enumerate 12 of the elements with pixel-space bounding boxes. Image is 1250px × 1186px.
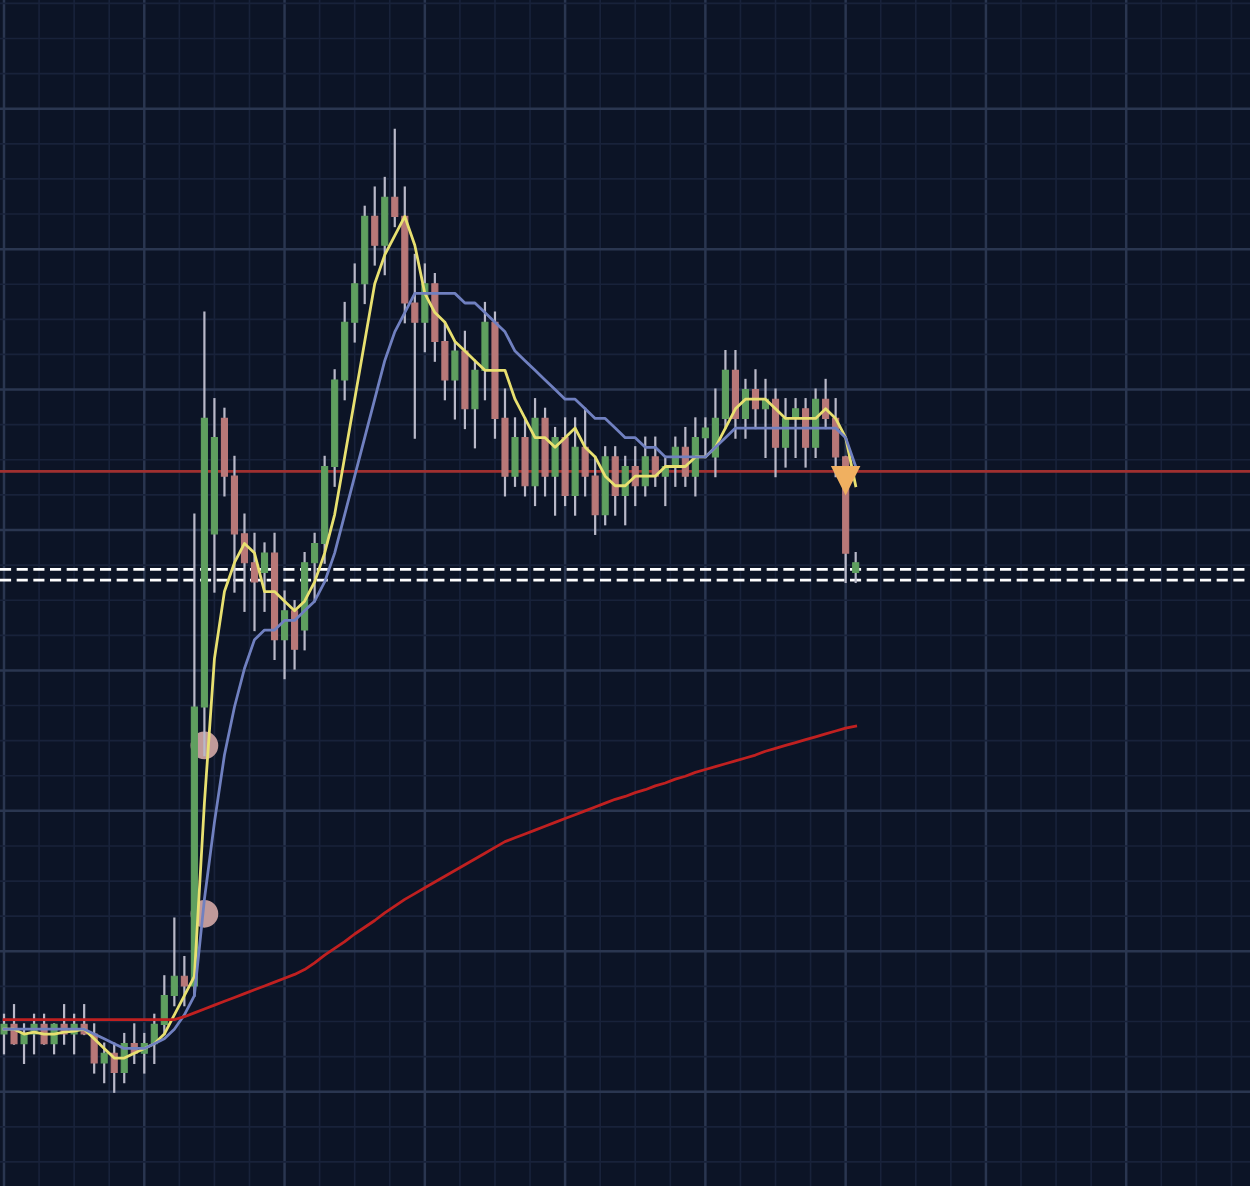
- candlestick: [371, 186, 379, 266]
- candlestick: [0, 1013, 8, 1055]
- candlestick: [451, 340, 459, 420]
- candlestick: [20, 1023, 28, 1064]
- candlestick: [180, 955, 188, 1007]
- candlestick: [611, 446, 619, 516]
- candlestick: [260, 542, 269, 612]
- candlestick: [100, 1042, 108, 1084]
- candlestick: [511, 417, 519, 487]
- candlestick: [551, 426, 559, 516]
- candlestick: [10, 1004, 18, 1045]
- candlestick: [852, 551, 860, 584]
